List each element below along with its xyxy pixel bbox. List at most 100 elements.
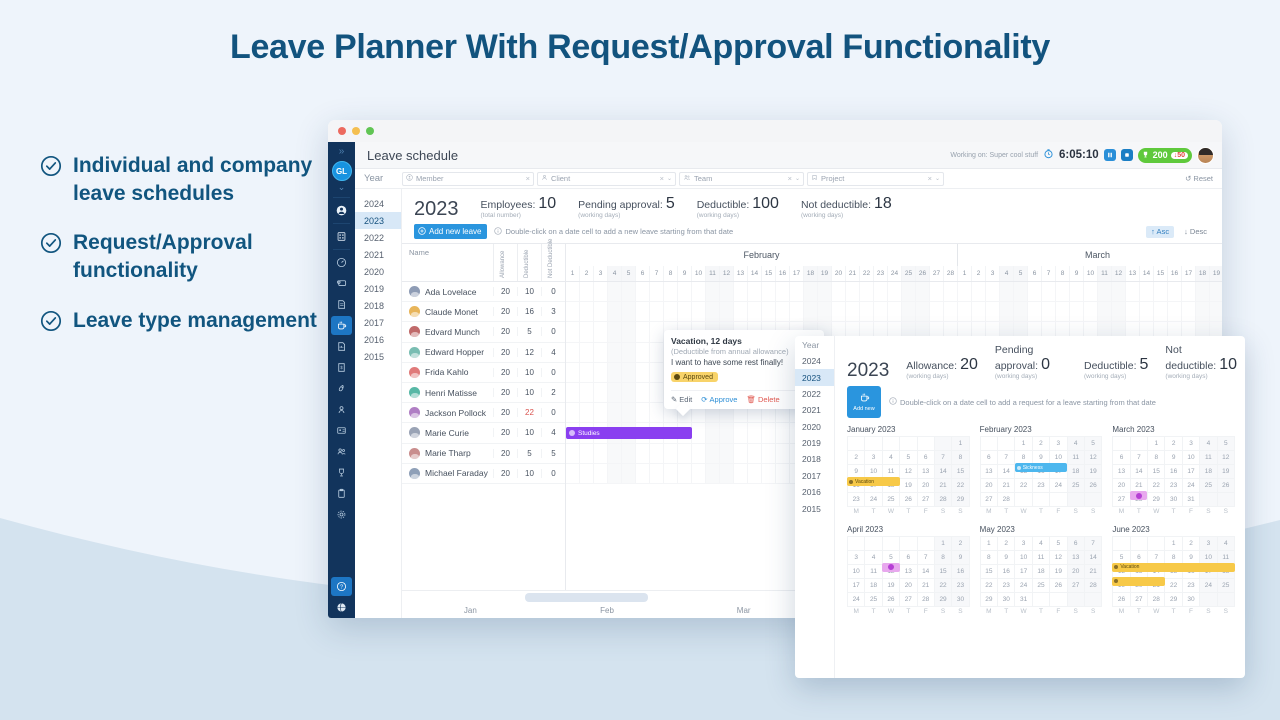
timeline-cell[interactable] bbox=[958, 282, 972, 302]
timeline-cell[interactable] bbox=[1098, 302, 1112, 322]
timeline-cell[interactable] bbox=[846, 302, 860, 322]
timeline-cell[interactable] bbox=[944, 322, 958, 342]
year-item-2019[interactable]: 2019 bbox=[364, 283, 385, 294]
timeline-cell[interactable] bbox=[608, 322, 622, 342]
timeline-day[interactable]: 15 bbox=[1154, 266, 1168, 281]
timeline-cell[interactable] bbox=[692, 463, 706, 483]
timeline-cell[interactable] bbox=[566, 463, 580, 483]
timeline-cell[interactable] bbox=[636, 282, 650, 302]
building-icon[interactable] bbox=[331, 227, 352, 246]
timeline-day[interactable]: 22 bbox=[860, 266, 874, 281]
calendar-day-cell[interactable] bbox=[846, 535, 866, 551]
clipboard-icon[interactable] bbox=[331, 484, 352, 503]
calendar-day-cell[interactable]: 5 bbox=[1216, 436, 1235, 451]
timeline-day[interactable]: 5 bbox=[622, 266, 636, 281]
team-icon[interactable] bbox=[331, 442, 352, 461]
timeline-day[interactable]: 9 bbox=[1070, 266, 1084, 281]
timeline-cell[interactable] bbox=[720, 302, 734, 322]
timeline-day[interactable]: 13 bbox=[1126, 266, 1140, 281]
maximize-window-button[interactable] bbox=[366, 127, 374, 135]
timeline-cell[interactable] bbox=[608, 282, 622, 302]
reset-filters-button[interactable]: ↺ Reset bbox=[1185, 174, 1213, 183]
timeline-cell[interactable] bbox=[622, 302, 636, 322]
timeline-cell[interactable] bbox=[1112, 302, 1126, 322]
calendar-day-cell[interactable]: 26 bbox=[1083, 478, 1103, 493]
calendar-day-cell[interactable]: 23 bbox=[951, 577, 970, 593]
calendar-day-cell[interactable]: 12 bbox=[1083, 450, 1103, 465]
timeline-cell[interactable] bbox=[566, 382, 580, 403]
timeline-row[interactable] bbox=[566, 282, 1222, 303]
avatar[interactable]: GL bbox=[331, 161, 352, 181]
calendar-day-cell[interactable]: 14 bbox=[916, 563, 935, 579]
calendar-day-cell[interactable] bbox=[1066, 492, 1085, 507]
timeline-day[interactable]: 10 bbox=[1084, 266, 1098, 281]
calendar-day-cell[interactable]: 19 bbox=[899, 478, 918, 493]
calendar-day-cell[interactable]: 23 bbox=[997, 577, 1016, 593]
timeline-day[interactable]: 6 bbox=[1028, 266, 1042, 281]
timeline-cell[interactable] bbox=[1126, 322, 1140, 342]
timeline-cell[interactable] bbox=[580, 382, 594, 403]
calendar-day-cell[interactable]: 5 bbox=[899, 450, 918, 465]
timeline-cell[interactable] bbox=[874, 322, 888, 342]
calendar-day-cell[interactable]: 20 bbox=[916, 478, 935, 493]
calendar-day-cell[interactable] bbox=[1199, 492, 1218, 507]
timeline-day[interactable]: 5 bbox=[1014, 266, 1028, 281]
calendar-day-cell[interactable]: 25 bbox=[1066, 478, 1085, 493]
calendar-day-cell[interactable]: 10 bbox=[846, 563, 866, 579]
calendar-day-cell[interactable]: 20 bbox=[899, 577, 918, 593]
calendar-day-cell[interactable] bbox=[1129, 535, 1149, 551]
calendar-day-cell[interactable]: 3 bbox=[1014, 535, 1033, 551]
calendar-day-cell[interactable]: 5 bbox=[1112, 549, 1131, 565]
calendar-day-cell[interactable]: 22 bbox=[951, 478, 970, 493]
mini-calendar-table[interactable]: 1234567891011121314151617181920212223242… bbox=[979, 436, 1103, 517]
calendar-day-cell[interactable]: 17 bbox=[846, 577, 866, 593]
timeline-cell[interactable] bbox=[706, 463, 720, 483]
table-row[interactable]: Marie Tharp 20 5 5 bbox=[402, 444, 565, 464]
calendar-day-cell[interactable]: 15 bbox=[979, 563, 999, 579]
calendar-day-cell[interactable]: 26 bbox=[881, 591, 901, 607]
calendar-year-item-2021[interactable]: 2021 bbox=[802, 405, 821, 416]
minimize-window-button[interactable] bbox=[352, 127, 360, 135]
timeline-cell[interactable] bbox=[1126, 302, 1140, 322]
timeline-day[interactable]: 14 bbox=[1140, 266, 1154, 281]
timeline-cell[interactable] bbox=[846, 282, 860, 302]
id-card-icon[interactable] bbox=[331, 421, 352, 440]
calendar-day-cell[interactable]: 10 bbox=[1014, 549, 1033, 565]
timeline-cell[interactable] bbox=[776, 282, 790, 302]
trophy-icon[interactable] bbox=[331, 463, 352, 482]
timeline-cell[interactable] bbox=[1000, 282, 1014, 302]
calendar-day-cell[interactable]: 7 bbox=[1129, 450, 1149, 465]
timeline-cell[interactable] bbox=[636, 382, 650, 403]
timeline-cell[interactable] bbox=[930, 302, 944, 322]
calendar-day-cell[interactable]: 27 bbox=[1112, 492, 1131, 507]
year-item-2016[interactable]: 2016 bbox=[364, 334, 385, 345]
year-item-2017[interactable]: 2017 bbox=[364, 317, 385, 328]
calendar-day-cell[interactable]: 10 bbox=[1181, 450, 1201, 465]
timeline-cell[interactable] bbox=[622, 342, 636, 362]
timeline-cell[interactable] bbox=[790, 282, 804, 302]
timeline-cell[interactable] bbox=[622, 362, 636, 382]
timeline-day[interactable]: 8 bbox=[664, 266, 678, 281]
timeline-cell[interactable] bbox=[776, 463, 790, 483]
calendar-day-cell[interactable] bbox=[899, 535, 918, 551]
calendar-day-cell[interactable]: 21 bbox=[1083, 563, 1103, 579]
year-item-2015[interactable]: 2015 bbox=[364, 351, 385, 362]
timeline-cell[interactable] bbox=[1182, 302, 1196, 322]
timeline-cell[interactable] bbox=[790, 302, 804, 322]
timeline-cell[interactable] bbox=[636, 362, 650, 382]
timeline-cell[interactable] bbox=[888, 282, 902, 302]
timeline-day[interactable]: 21 bbox=[846, 266, 860, 281]
leave-bar-studies[interactable]: Studies bbox=[566, 427, 692, 440]
timeline-cell[interactable] bbox=[692, 443, 706, 463]
timeline-cell[interactable] bbox=[566, 362, 580, 382]
timeline-cell[interactable] bbox=[818, 302, 832, 322]
calendar-year-item-2018[interactable]: 2018 bbox=[802, 454, 821, 465]
calendar-day-cell[interactable]: 1 bbox=[933, 535, 953, 551]
calendar-day-cell[interactable]: 20 bbox=[1066, 563, 1085, 579]
calendar-day-cell[interactable]: 7 bbox=[997, 450, 1016, 465]
calendar-day-cell[interactable]: 21 bbox=[916, 577, 935, 593]
chevron-down-icon[interactable]: ⌄ bbox=[794, 176, 800, 182]
sort-asc-button[interactable]: ↑ Asc bbox=[1146, 225, 1175, 238]
calendar-day-cell[interactable] bbox=[1216, 591, 1235, 607]
